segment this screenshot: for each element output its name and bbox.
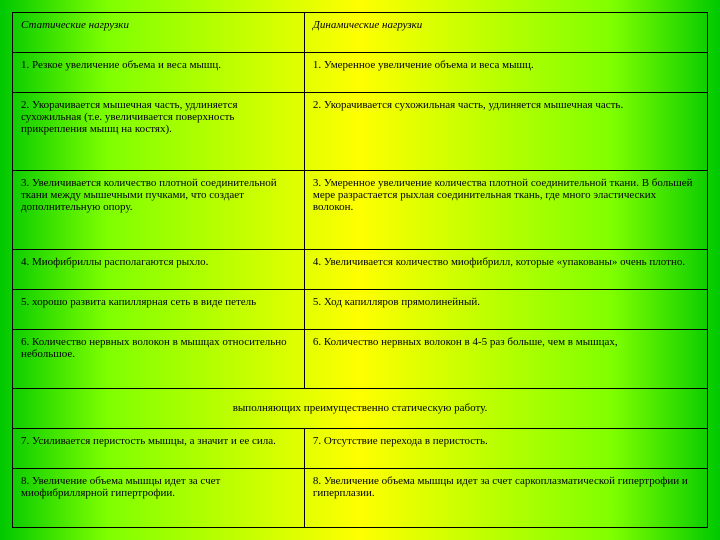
cell-right: 1. Умеренное увеличение объема и веса мы… xyxy=(304,52,707,92)
merged-row: выполняющих преимущественно статическую … xyxy=(13,388,708,428)
cell-left: 2. Укорачивается мышечная часть, удлиняе… xyxy=(13,92,305,170)
table-row: 1. Резкое увеличение объема и веса мышц.… xyxy=(13,52,708,92)
cell-right: 8. Увеличение объема мышцы идет за счет … xyxy=(304,468,707,527)
header-left: Статические нагрузки xyxy=(13,13,305,53)
table-row: 5. хорошо развита капиллярная сеть в вид… xyxy=(13,289,708,329)
header-right: Динамические нагрузки xyxy=(304,13,707,53)
cell-left: 6. Количество нервных волокон в мышцах о… xyxy=(13,329,305,388)
cell-right: 3. Умеренное увеличение количества плотн… xyxy=(304,171,707,249)
cell-right: 6. Количество нервных волокон в 4-5 раз … xyxy=(304,329,707,388)
cell-left: 1. Резкое увеличение объема и веса мышц. xyxy=(13,52,305,92)
table-row: 4. Миофибриллы располагаются рыхло. 4. У… xyxy=(13,249,708,289)
cell-right: 2. Укорачивается сухожильная часть, удли… xyxy=(304,92,707,170)
cell-left: 3. Увеличивается количество плотной соед… xyxy=(13,171,305,249)
cell-left: 7. Усиливается перистость мышцы, а значи… xyxy=(13,428,305,468)
table-row: 2. Укорачивается мышечная часть, удлиняе… xyxy=(13,92,708,170)
cell-left: 8. Увеличение объема мышцы идет за счет … xyxy=(13,468,305,527)
cell-right: 7. Отсутствие перехода в перистость. xyxy=(304,428,707,468)
table-row: 8. Увеличение объема мышцы идет за счет … xyxy=(13,468,708,527)
cell-left: 4. Миофибриллы располагаются рыхло. xyxy=(13,249,305,289)
cell-right: 4. Увеличивается количество миофибрилл, … xyxy=(304,249,707,289)
cell-left: 5. хорошо развита капиллярная сеть в вид… xyxy=(13,289,305,329)
cell-right: 5. Ход капилляров прямолинейный. xyxy=(304,289,707,329)
table-row: 6. Количество нервных волокон в мышцах о… xyxy=(13,329,708,388)
table-row: 3. Увеличивается количество плотной соед… xyxy=(13,171,708,249)
header-row: Статические нагрузки Динамические нагруз… xyxy=(13,13,708,53)
merged-cell: выполняющих преимущественно статическую … xyxy=(13,388,708,428)
table-row: 7. Усиливается перистость мышцы, а значи… xyxy=(13,428,708,468)
comparison-table: Статические нагрузки Динамические нагруз… xyxy=(12,12,708,528)
